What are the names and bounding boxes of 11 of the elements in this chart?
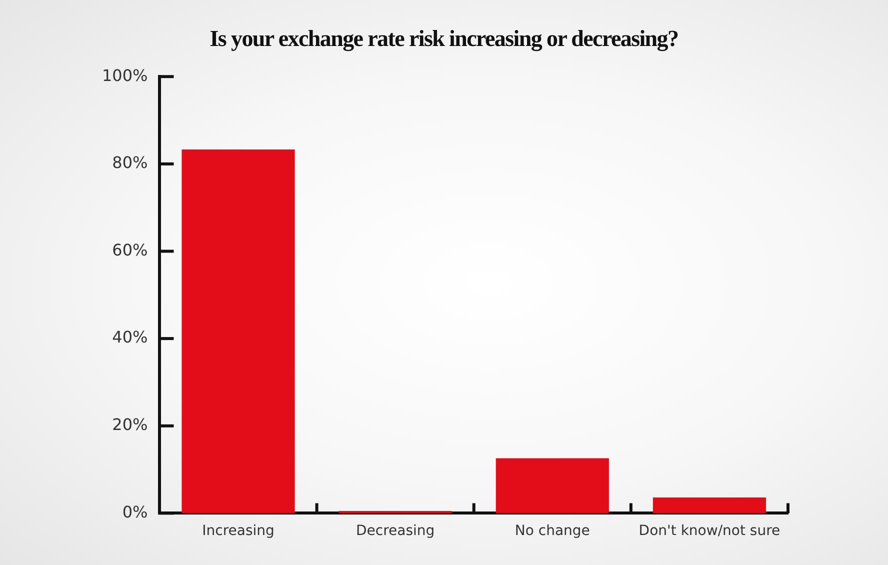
x-tick-label: No change	[514, 523, 590, 540]
y-tick-label: 80%	[112, 153, 148, 172]
chart-title: Is your exchange rate risk increasing or decreasing?	[208, 26, 680, 52]
x-tick-label: Don't know/not sure	[638, 523, 780, 540]
x-tick-label: Decreasing	[356, 523, 435, 540]
y-tick-label: 40%	[112, 328, 148, 347]
y-tick-label: 100%	[102, 66, 148, 85]
y-tick-label: 60%	[112, 240, 148, 260]
x-tick-label: Increasing	[202, 523, 274, 540]
y-tick-label: 0%	[122, 502, 148, 522]
y-tick-label: 20%	[112, 415, 148, 434]
